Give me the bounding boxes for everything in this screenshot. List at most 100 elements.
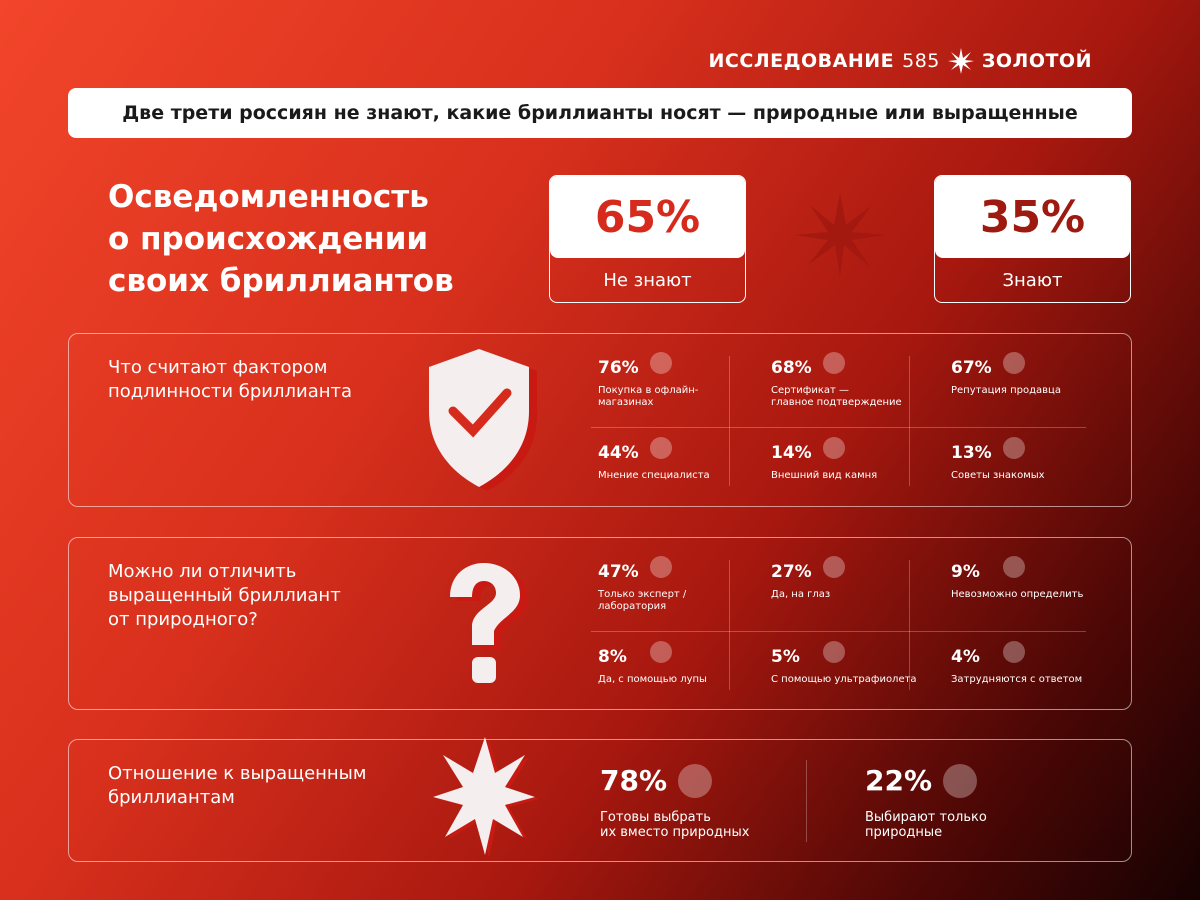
stat-label: Готовы выбрать их вместо природных [600,810,770,840]
label-line: Репутация продавца [951,385,1061,396]
stat-label: Сертификат — главное подтверждение [771,385,941,409]
stat-item: 22% Выбирают только природные [865,764,1035,844]
stat-label: Советы знакомых [951,470,1121,482]
section: Можно ли отличить выращенный бриллиант от … [68,537,1132,710]
stat-item: 13% Советы знакомых [951,437,1121,523]
label-line: Советы знакомых [951,470,1045,481]
stat-value: 27% [771,562,812,582]
stat-value: 9% [951,562,980,582]
label-line: их вместо природных [600,825,750,840]
stat-item: 8% Да, с помощью лупы [598,641,768,727]
bag-icon [1003,437,1025,459]
bag-icon [1003,641,1025,663]
label-line: Невозможно определить [951,589,1084,600]
title-line: Осведомленность [108,179,429,215]
bag-icon [678,764,712,798]
stat-value: 8% [598,647,627,667]
label-line: Затрудняются с ответом [951,674,1083,685]
stat-value: 76% [598,358,639,378]
stat-label: Внешний вид камня [771,470,941,482]
card-value: 35% [935,176,1130,258]
stat-value: 67% [951,358,992,378]
stat-label: Да, на глаз [771,589,941,601]
title-line: Что считают фактором [108,357,328,378]
stat-label: Репутация продавца [951,385,1121,397]
title-line: Отношение к выращенным [108,763,367,784]
divider [591,631,1086,632]
section-title: Можно ли отличить выращенный бриллиант от … [108,560,341,632]
awareness-card: 35% Знают [934,175,1131,303]
title-line: своих бриллиантов [108,263,454,299]
title-line: бриллиантам [108,787,235,808]
shield-icon [429,349,537,491]
bag-icon [823,556,845,578]
stat-item: 68% Сертификат — главное подтверждение [771,352,941,438]
brand-star [947,48,974,74]
bag-icon [650,352,672,374]
title-line: от природного? [108,609,258,630]
stat-label: Да, с помощью лупы [598,674,768,686]
banner: Две трети россиян не знают, какие брилли… [68,88,1132,138]
title-line: выращенный бриллиант [108,585,341,606]
label-line: Сертификат — [771,385,850,396]
stat-value: 78% [600,764,668,797]
bag-icon [823,437,845,459]
divider [729,560,730,690]
stat-value: 4% [951,647,980,667]
title-line: подлинности бриллианта [108,381,353,402]
brand-number: 585 [902,50,940,72]
label-line: Выбирают только [865,810,987,825]
brand: ИССЛЕДОВАНИЕ 585 ЗОЛОТОЙ [709,48,1092,74]
stat-item: 44% Мнение специалиста [598,437,768,523]
label-line: Да, на глаз [771,589,831,600]
label-line: Внешний вид камня [771,470,878,481]
stat-item: 27% Да, на глаз [771,556,941,642]
awareness-card: 65% Не знают [549,175,746,303]
stat-item: 67% Репутация продавца [951,352,1121,438]
stat-value: 22% [865,764,933,797]
bag-icon [823,352,845,374]
bag-icon [823,641,845,663]
section: Отношение к выращенным бриллиантам 78% Гото… [68,739,1132,862]
stat-value: 44% [598,443,639,463]
brand-right: ЗОЛОТОЙ [981,50,1092,72]
awareness-title: Осведомленность о происхождении своих бр… [108,176,454,302]
label-line: природные [865,825,943,840]
section-title: Отношение к выращенным бриллиантам [108,762,366,810]
stat-item: 4% Затрудняются с ответом [951,641,1121,727]
card-label: Знают [1002,269,1063,291]
stat-item: 78% Готовы выбрать их вместо природных [600,764,770,844]
stat-value: 13% [951,443,992,463]
brand-left: ИССЛЕДОВАНИЕ [708,50,895,72]
stat-item: 47% Только эксперт / лаборатория [598,556,768,642]
stat-item: 76% Покупка в офлайн-магазинах [598,352,768,438]
bag-icon [1003,352,1025,374]
stat-item: 5% С помощью ультрафиолета [771,641,941,727]
section: Что считают фактором подлинности бриллиан… [68,333,1132,507]
bag-icon [943,764,977,798]
divider [591,427,1086,428]
stat-value: 47% [598,562,639,582]
stat-item: 14% Внешний вид камня [771,437,941,523]
label-line: магазинах [598,397,654,408]
stat-label: Невозможно определить [951,589,1121,601]
star-icon [433,737,539,857]
bag-icon [650,556,672,578]
label-line: С помощью ультрафиолета [771,674,917,685]
stat-label: Только эксперт / лаборатория [598,589,768,613]
stat-value: 14% [771,443,812,463]
stat-label: Покупка в офлайн-магазинах [598,385,768,409]
title-line: Можно ли отличить [108,561,297,582]
card-value: 65% [550,176,745,258]
bag-icon [650,437,672,459]
label-line: Покупка в офлайн- [598,385,699,396]
divider [806,760,807,842]
stat-value: 68% [771,358,812,378]
label-line: Мнение специалиста [598,470,710,481]
divider [909,356,910,486]
label-line: Только эксперт / [598,589,687,600]
question-icon [450,563,528,683]
label-line: Готовы выбрать [600,810,711,825]
divider [909,560,910,690]
stat-label: Затрудняются с ответом [951,674,1121,686]
